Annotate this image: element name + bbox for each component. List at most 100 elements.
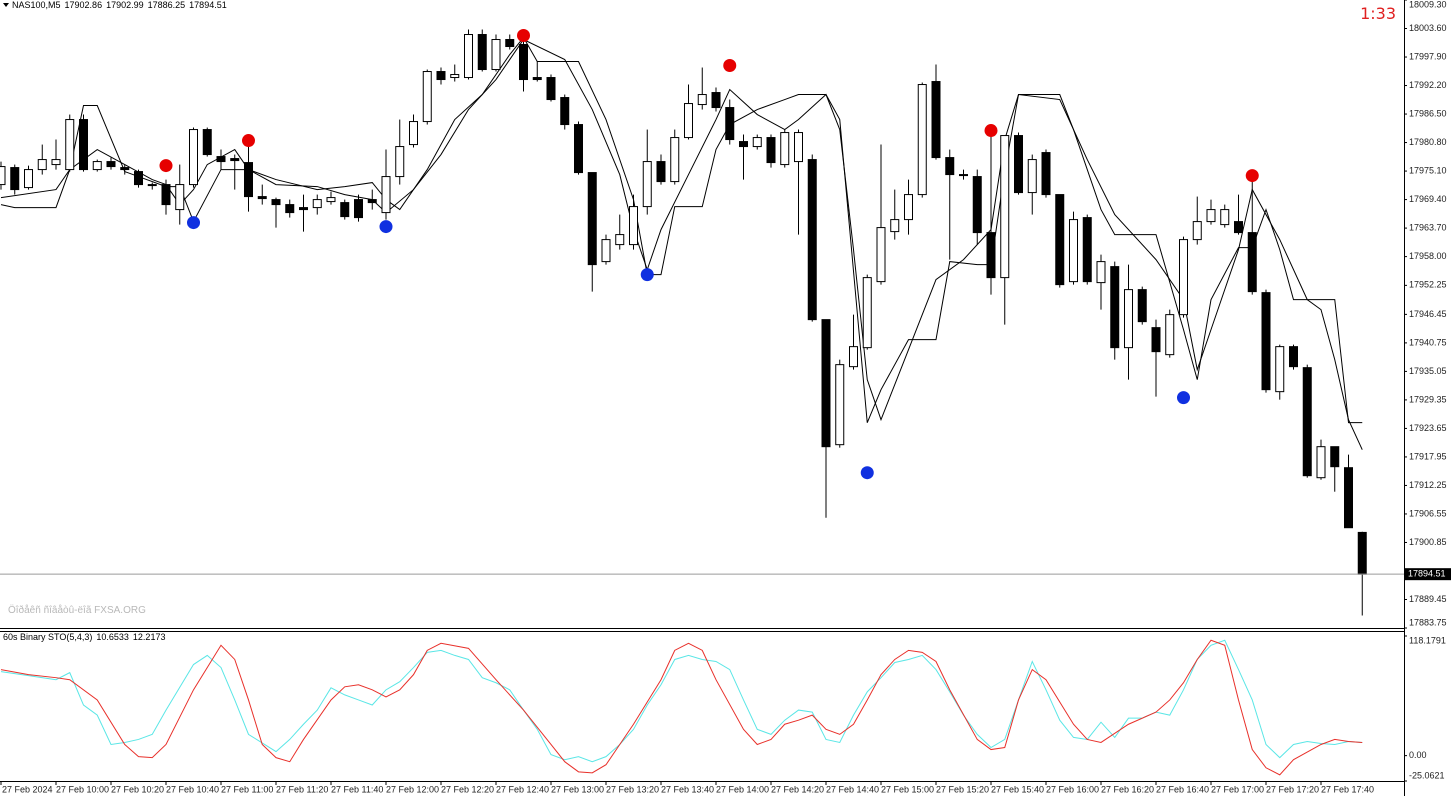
candle-body: [202, 129, 212, 156]
candle-body: [216, 156, 226, 163]
x-tick-label: 27 Feb 10:00: [56, 784, 109, 794]
candle-body: [1000, 135, 1010, 279]
watermark: Öîðåêñ ñîâåòû-ëîã FXSA.ORG: [8, 605, 146, 616]
last-price-label: 17894.51: [1408, 569, 1446, 579]
candle-body: [725, 107, 735, 141]
indicator-reading: 10.6533: [96, 632, 129, 642]
y-tick-label: 17952.25: [1409, 280, 1447, 290]
candle-body: [1055, 194, 1065, 286]
candle-body: [285, 204, 295, 214]
candle-body: [739, 141, 748, 148]
candle-body: [532, 77, 542, 81]
candle-body: [574, 124, 583, 174]
x-tick-label: 27 Feb 11:20: [276, 784, 328, 794]
candle-body: [477, 34, 487, 71]
candle-body: [1041, 152, 1051, 196]
candle-body: [106, 161, 116, 168]
candle-body: [890, 219, 900, 233]
x-tick-label: 27 Feb 17:40: [1321, 784, 1374, 794]
candle-body: [1357, 531, 1367, 575]
y-tick-label: -25.0621: [1409, 770, 1445, 780]
close-value: 17894.51: [189, 0, 227, 10]
y-tick-label: 17975.10: [1409, 165, 1447, 175]
candle-body: [849, 346, 858, 368]
candle-body: [945, 157, 955, 176]
candle-body: [1261, 292, 1271, 391]
candle-body: [629, 206, 638, 246]
candle-body: [1206, 209, 1216, 223]
candle-body: [959, 174, 968, 177]
candle-body: [422, 71, 432, 123]
candle-body: [986, 232, 996, 279]
candle-body: [1124, 289, 1133, 349]
signal-dot: [159, 159, 173, 173]
y-tick-label: 17958.00: [1409, 251, 1447, 261]
candle-body: [436, 71, 446, 81]
signal-dot: [1177, 391, 1190, 405]
x-tick-label: 27 Feb 17:20: [1266, 784, 1319, 794]
x-tick-label: 27 Feb 16:40: [1156, 784, 1209, 794]
candle-body: [354, 199, 363, 219]
symbol: NAS100,M5: [12, 0, 61, 10]
candle-body: [780, 132, 790, 166]
candle-body: [766, 137, 776, 164]
candle-body: [876, 227, 886, 283]
candle-body: [10, 167, 20, 191]
candle-body: [1014, 135, 1023, 194]
signal-dot: [517, 29, 530, 43]
candle-body: [1110, 266, 1120, 349]
signal-dot: [1245, 169, 1259, 183]
candle-body: [752, 137, 762, 148]
candle-body: [670, 137, 680, 183]
x-tick-label: 27 Feb 12:20: [441, 784, 494, 794]
y-tick-label: 118.1791: [1409, 635, 1446, 645]
candle-body: [642, 161, 652, 208]
candle-body: [257, 196, 267, 200]
candle-body: [450, 74, 460, 79]
candle-body: [862, 277, 872, 349]
x-tick-label: 27 Feb 13:20: [606, 784, 659, 794]
indicator-title: 60s Binary STO(5,4,3): [3, 632, 93, 642]
x-tick-label: 27 Feb 13:00: [551, 784, 604, 794]
candle-body: [409, 121, 418, 146]
candle-body: [79, 119, 88, 171]
candle-body: [794, 132, 803, 163]
candle-body: [299, 207, 308, 211]
candle-body: [1082, 217, 1092, 283]
candle-body: [326, 197, 336, 203]
y-tick-label: 18003.60: [1409, 23, 1447, 33]
x-tick-label: 27 Feb 17:00: [1211, 784, 1264, 794]
candle-body: [395, 146, 405, 178]
candle-body: [189, 129, 198, 186]
y-tick-label: 17912.25: [1409, 480, 1447, 490]
signal-dot: [723, 59, 737, 73]
candle-body: [1316, 446, 1326, 479]
signal-dot: [187, 216, 200, 230]
low-value: 17886.25: [147, 0, 186, 10]
candle-body: [1096, 261, 1106, 284]
candle-body: [821, 319, 831, 448]
x-tick-label: 27 Feb 16:20: [1101, 784, 1154, 794]
y-tick-label: 0.00: [1409, 750, 1427, 760]
y-tick-label: 17980.80: [1409, 137, 1447, 147]
y-tick-label: 17929.35: [1409, 394, 1447, 404]
candle-body: [615, 234, 625, 246]
x-tick-label: 27 Feb 11:40: [331, 784, 383, 794]
candle-body: [1179, 239, 1188, 316]
candle-body: [1289, 346, 1298, 368]
candle-body: [519, 44, 528, 81]
x-tick-label: 27 Feb 2024: [2, 784, 53, 794]
menu-arrow[interactable]: [3, 3, 9, 7]
candle-body: [1302, 367, 1312, 477]
x-tick-label: 27 Feb 16:00: [1046, 784, 1099, 794]
candle-body: [904, 194, 913, 221]
candle-body: [367, 199, 377, 204]
oscillator-line: [0, 639, 1363, 776]
x-tick-label: 27 Feb 15:20: [936, 784, 989, 794]
candle-body: [51, 159, 61, 166]
candle-body: [697, 94, 707, 106]
candle-body: [1069, 219, 1078, 283]
candle-body: [587, 172, 597, 266]
x-tick-label: 27 Feb 10:40: [166, 784, 219, 794]
candle-body: [65, 119, 75, 171]
